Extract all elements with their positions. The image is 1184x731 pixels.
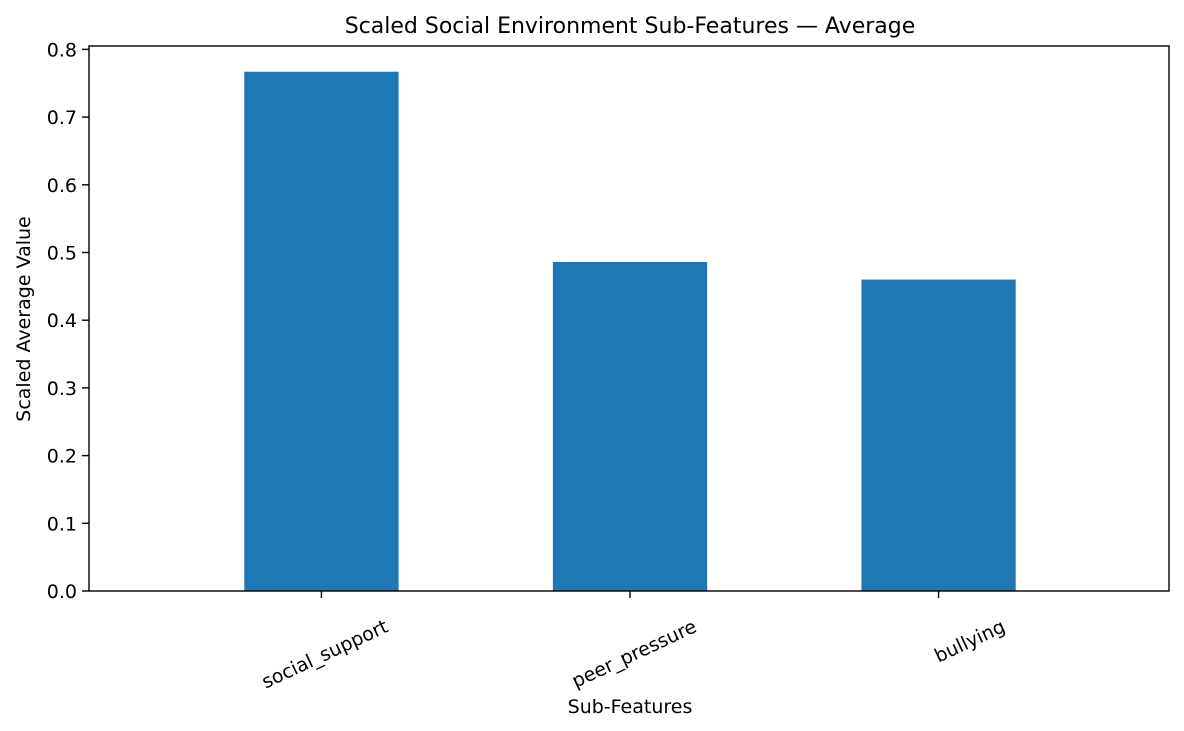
y-tick-label: 0.8 [47, 39, 77, 61]
y-axis-ticks: 0.0 0.1 0.2 0.3 0.4 0.5 0.6 0.7 0.8 [47, 39, 89, 603]
y-tick-label: 0.7 [47, 107, 77, 129]
plot-area: social_support peer_pressure bullying 0.00… [47, 39, 1170, 694]
y-tick-label: 0.1 [47, 513, 77, 535]
bar-bullying [861, 279, 1016, 591]
y-tick-label: 0.4 [47, 310, 77, 332]
x-axis-ticks: social_support peer_pressure bullying [258, 591, 1009, 694]
bar-social-support [244, 71, 399, 592]
x-tick-label: peer_pressure [569, 616, 700, 693]
x-tick-label: bullying [931, 616, 1009, 668]
y-tick-label: 0.3 [47, 378, 77, 400]
y-tick-label: 0.6 [47, 175, 77, 197]
y-tick-label: 0.0 [47, 581, 77, 603]
y-tick-label: 0.5 [47, 242, 77, 264]
bar-peer-pressure [552, 261, 708, 591]
y-tick-label: 0.2 [47, 446, 77, 468]
chart-title: Scaled Social Environment Sub-Features —… [345, 14, 916, 39]
y-axis-label: Scaled Average Value [13, 216, 35, 421]
x-tick-label: social_support [258, 616, 391, 694]
x-axis-label: Sub-Features [568, 696, 693, 718]
bars-group [244, 71, 1016, 592]
plot-frame [88, 45, 1170, 592]
